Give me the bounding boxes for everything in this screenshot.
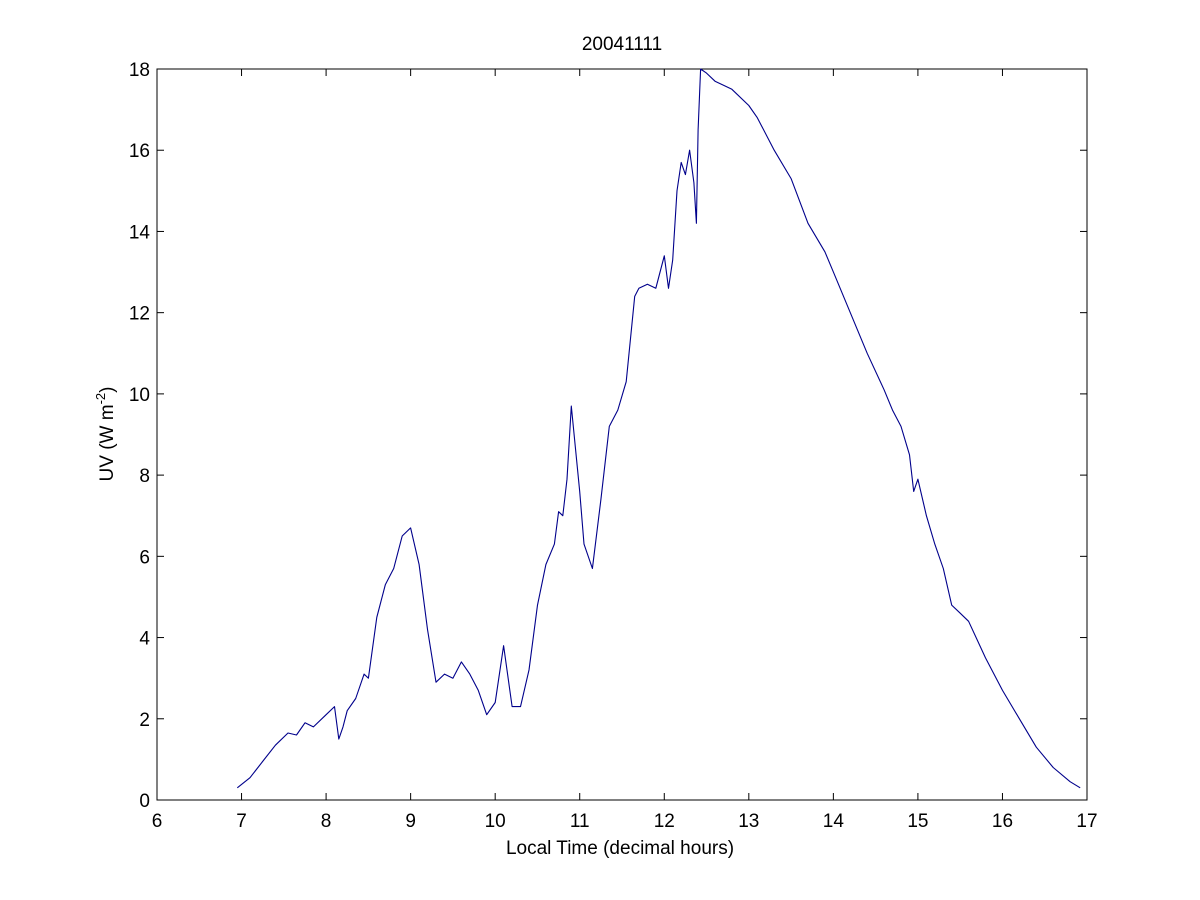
x-tick-label: 14 [823, 811, 845, 832]
y-tick-label: 14 [129, 222, 151, 243]
y-tick-label: 6 [139, 547, 150, 568]
x-tick-label: 16 [992, 811, 1013, 832]
y-tick-label: 12 [129, 304, 150, 325]
x-tick-label: 12 [654, 811, 675, 832]
plot-frame [156, 68, 1088, 801]
x-tick-label: 17 [1076, 811, 1097, 832]
y-tick-label: 16 [129, 141, 150, 162]
x-tick-label: 15 [907, 811, 928, 832]
y-axis-label-superscript: -2 [93, 393, 108, 405]
x-tick-label: 9 [405, 811, 416, 832]
x-tick-label: 11 [570, 811, 590, 832]
x-tick-label: 6 [152, 811, 163, 832]
y-axis-label-main: UV (W m [97, 404, 118, 481]
x-tick-label: 10 [485, 811, 506, 832]
chart-title: 20041111 [582, 34, 662, 55]
x-axis-label: Local Time (decimal hours) [506, 838, 734, 859]
y-axis-label-close: ) [97, 387, 118, 393]
y-tick-label: 8 [139, 466, 150, 487]
y-tick-label: 0 [139, 791, 150, 812]
x-tick-label: 13 [738, 811, 759, 832]
x-tick-label: 7 [236, 811, 247, 832]
uv-series-line [236, 68, 1081, 789]
y-axis-ticks: 0 2 4 6 8 10 12 14 16 18 [129, 60, 1087, 812]
y-tick-label: 4 [139, 629, 150, 650]
x-axis-ticks: 6 7 8 9 10 11 12 13 14 15 16 17 [152, 69, 1098, 832]
y-tick-label: 2 [139, 710, 150, 731]
y-tick-label: 10 [129, 385, 150, 406]
y-tick-label: 18 [129, 60, 150, 81]
y-axis-label: UV (W m-2) [93, 387, 118, 482]
x-tick-label: 8 [321, 811, 332, 832]
